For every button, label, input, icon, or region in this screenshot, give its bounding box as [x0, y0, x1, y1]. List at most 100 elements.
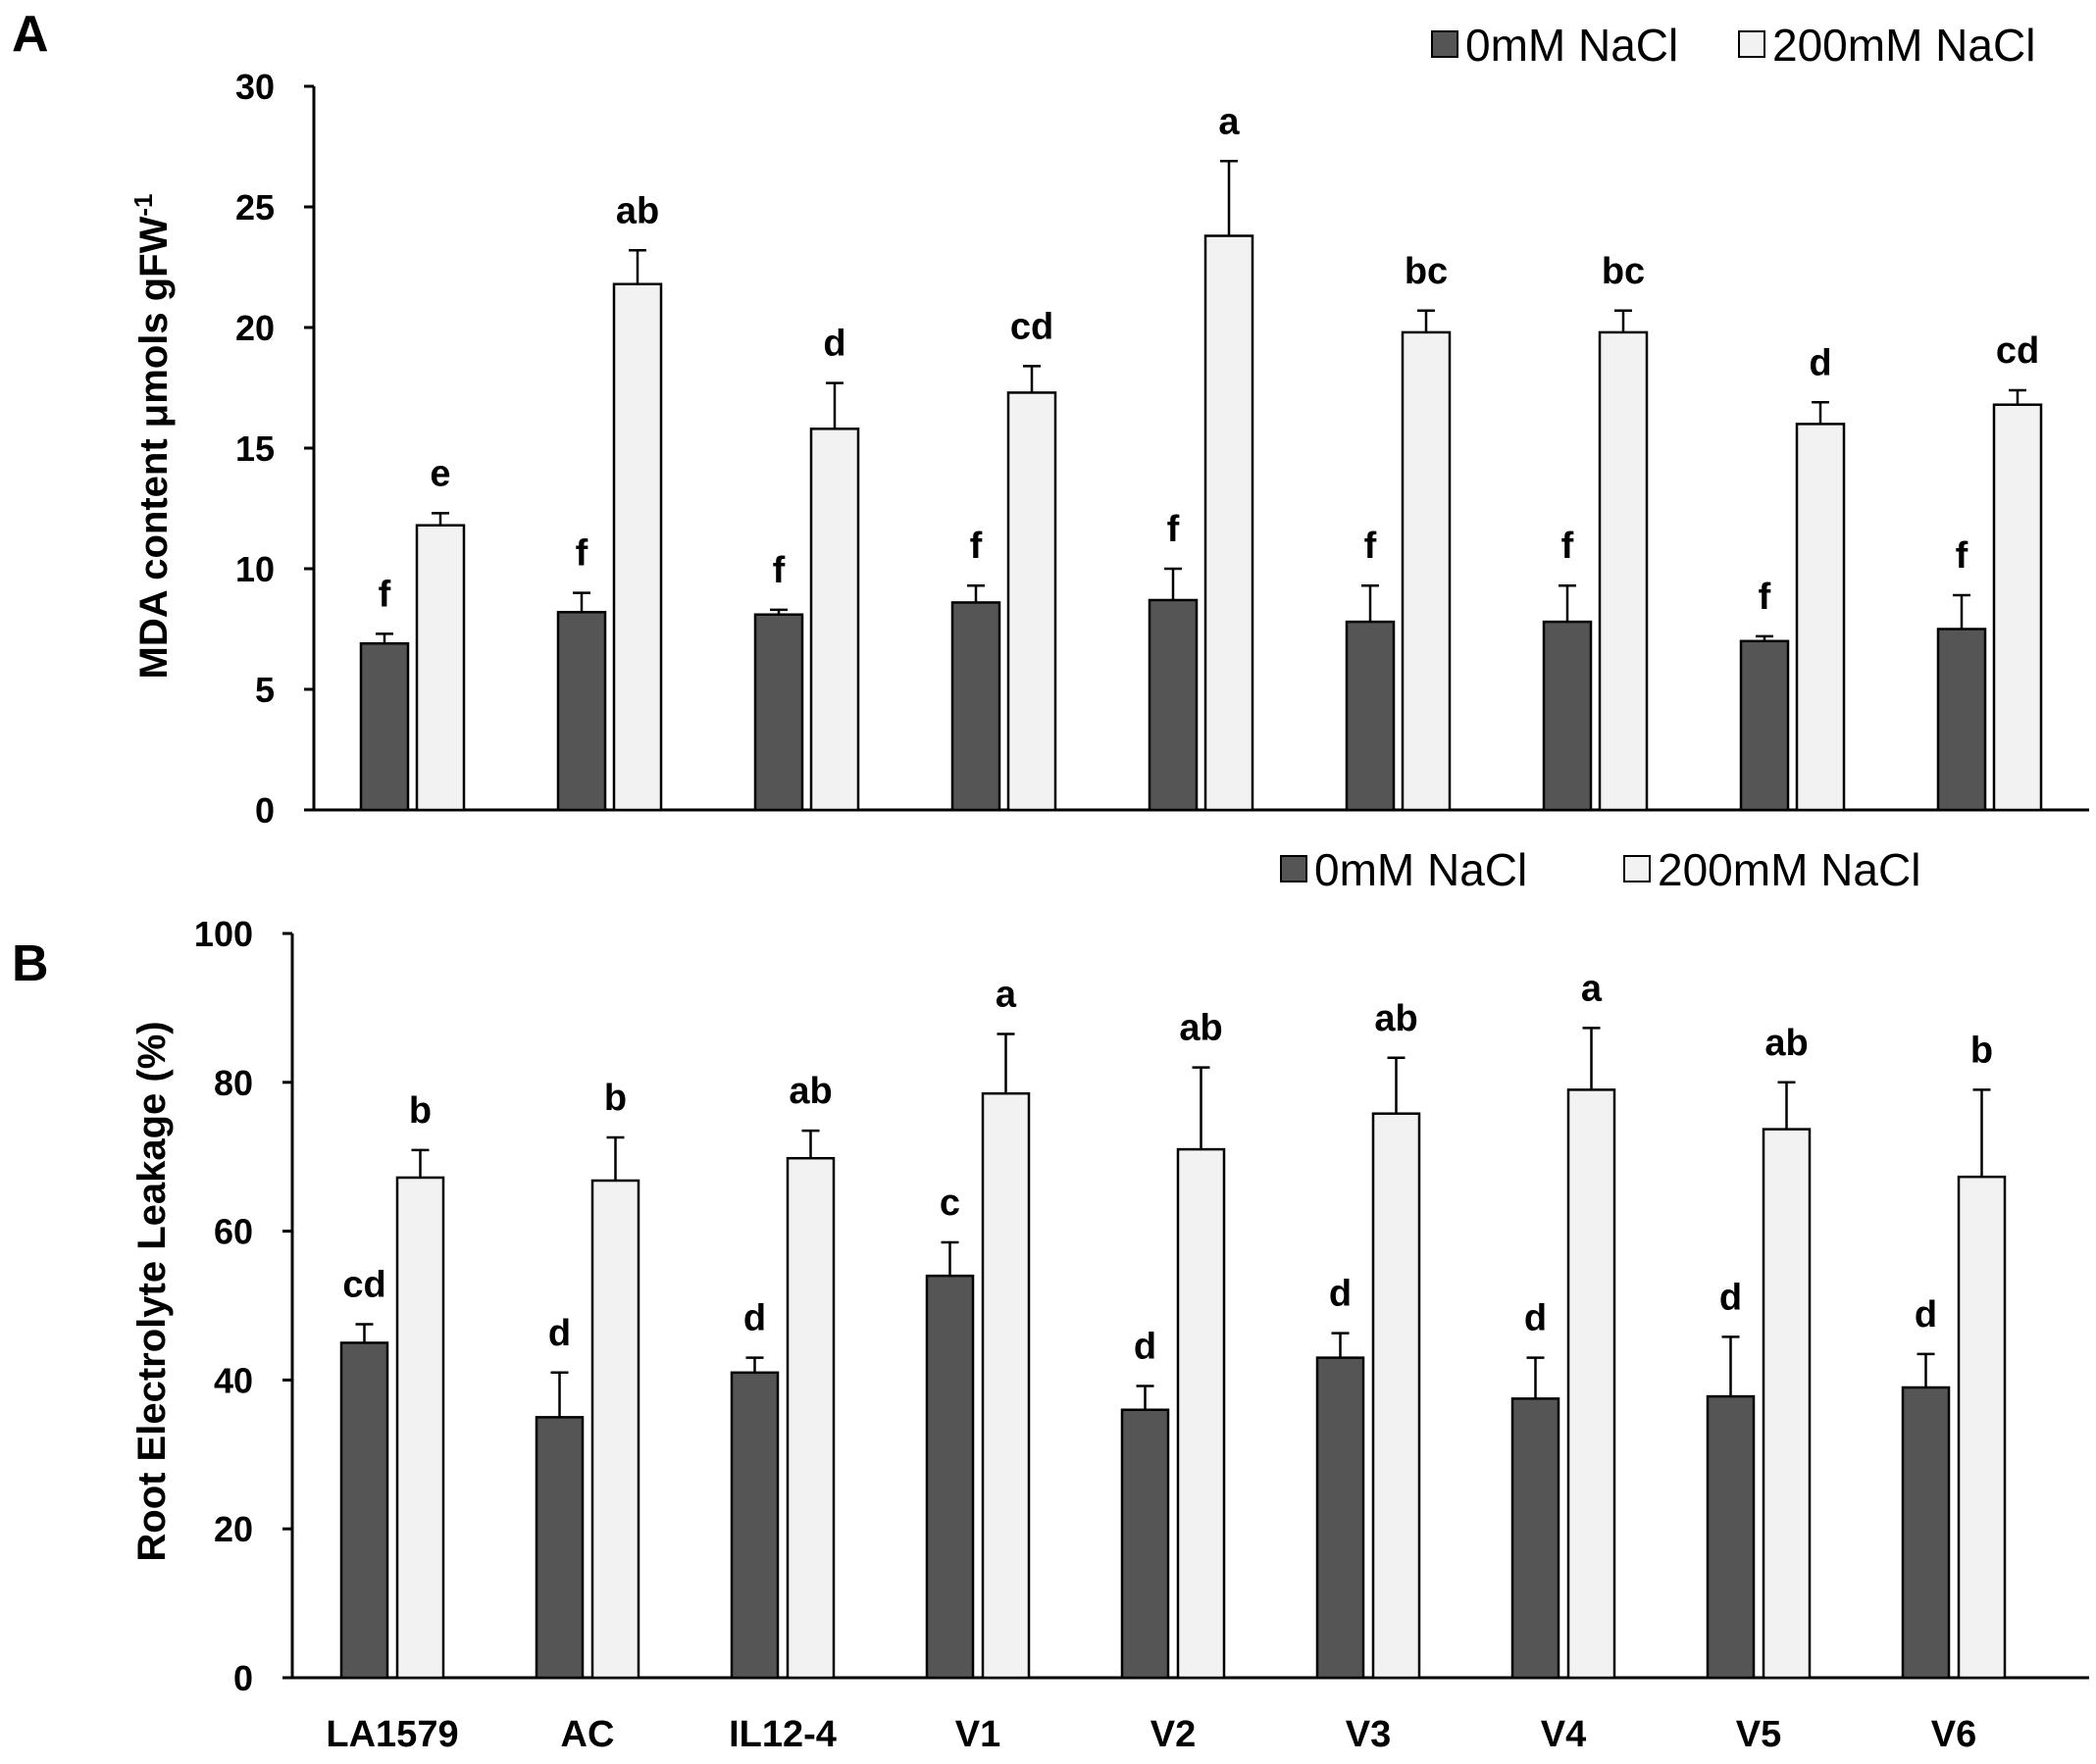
y-axis-label: Root Electrolyte Leakage (%) [130, 1021, 174, 1561]
y-tick-label: 15 [235, 428, 275, 469]
bar-salt [1566, 1088, 1616, 1680]
bar-control [1542, 620, 1593, 812]
bar-salt [1401, 330, 1452, 812]
bar-salt [1598, 330, 1649, 812]
bar-salt [981, 1091, 1031, 1680]
significance-letter: a [996, 974, 1017, 1015]
bar-salt [612, 282, 663, 812]
bar-salt [1957, 1175, 2007, 1680]
bar-control [339, 1341, 389, 1680]
bar-control [535, 1416, 585, 1680]
significance-letter: a [1218, 101, 1240, 142]
significance-letter: f [1759, 577, 1771, 618]
significance-letter: cd [1010, 306, 1053, 347]
significance-letter: c [940, 1183, 960, 1224]
bar-control [1120, 1408, 1170, 1680]
category-label: V1 [955, 1714, 1000, 1755]
panel-letter: B [12, 935, 49, 992]
bar-control [1901, 1386, 1951, 1680]
significance-letter: ab [1764, 1023, 1808, 1064]
bar-salt [1203, 234, 1254, 812]
significance-letter: bc [1602, 251, 1645, 292]
category-label: LA1579 [326, 1714, 458, 1755]
bar-control [730, 1371, 780, 1680]
bar-salt [1371, 1112, 1421, 1680]
legend-label: 200mM NaCl [1658, 844, 1920, 895]
significance-letter: d [1915, 1294, 1937, 1336]
y-axis-label-superscript: -1 [128, 194, 158, 217]
bar-control [1345, 620, 1396, 812]
y-tick-label: 80 [214, 1063, 253, 1103]
bar-control [925, 1274, 975, 1680]
y-tick-label: 10 [235, 549, 275, 589]
y-tick-label: 60 [214, 1212, 253, 1252]
significance-letter: ab [616, 190, 659, 231]
significance-letter: ab [1374, 998, 1417, 1039]
y-tick-label: 20 [235, 308, 275, 348]
significance-letter: d [1719, 1277, 1742, 1318]
y-tick-label: 20 [214, 1509, 253, 1549]
legend-swatch [1431, 30, 1458, 58]
y-tick-label: 100 [194, 914, 253, 954]
y-tick-label: 25 [235, 187, 275, 227]
significance-letter: d [548, 1313, 571, 1354]
y-tick-label: 40 [214, 1360, 253, 1400]
significance-letter: ab [789, 1071, 832, 1112]
significance-letter: d [1809, 342, 1831, 383]
category-label: V5 [1736, 1714, 1781, 1755]
legend-swatch [1738, 30, 1765, 58]
significance-letter: f [773, 550, 786, 591]
category-label: IL12-4 [729, 1714, 837, 1755]
bar-control [359, 642, 410, 812]
significance-letter: d [743, 1298, 766, 1339]
significance-letter: f [1956, 535, 1968, 577]
bar-salt [395, 1176, 445, 1680]
category-label: AC [561, 1714, 615, 1755]
significance-letter: f [379, 574, 391, 615]
bar-control [950, 601, 1001, 812]
legend-label: 0mM NaCl [1314, 844, 1527, 895]
category-label: V6 [1931, 1714, 1976, 1755]
significance-letter: ab [1179, 1008, 1222, 1049]
significance-letter: e [430, 453, 450, 494]
significance-letter: f [1364, 526, 1377, 567]
significance-letter: b [604, 1078, 627, 1119]
legend-swatch [1623, 855, 1651, 882]
legend-label: 200mM NaCl [1772, 20, 2035, 71]
category-label: V2 [1150, 1714, 1196, 1755]
category-label: V4 [1541, 1714, 1586, 1755]
significance-letter: d [1329, 1274, 1352, 1315]
bar-salt [590, 1179, 640, 1680]
bar-salt [1176, 1147, 1226, 1680]
significance-letter: b [409, 1090, 432, 1132]
significance-letter: d [823, 324, 845, 365]
bar-salt [1006, 391, 1057, 812]
bar-control [1739, 639, 1790, 812]
significance-letter: f [576, 533, 588, 575]
bar-salt [1762, 1128, 1812, 1680]
significance-letter: f [1167, 509, 1180, 550]
bar-control [1510, 1397, 1560, 1680]
bar-salt [786, 1156, 836, 1680]
panel-b: B 0 20 40 60 80 100 Root Electrolyte Leakage (%… [12, 844, 2089, 1755]
significance-letter: f [970, 526, 983, 567]
significance-letter: bc [1405, 251, 1448, 292]
legend-label: 0mM NaCl [1465, 20, 1678, 71]
bar-salt [1992, 403, 2043, 812]
significance-letter: d [1524, 1298, 1547, 1339]
bar-salt [1795, 423, 1846, 812]
significance-letter: f [1561, 526, 1574, 567]
significance-letter: d [1134, 1326, 1156, 1367]
panel-letter: A [12, 6, 49, 63]
bar-control [1148, 598, 1199, 812]
bar-control [1706, 1394, 1756, 1680]
bar-control [753, 613, 804, 812]
bar-salt [809, 428, 860, 812]
bar-control [1315, 1356, 1365, 1680]
significance-letter: cd [1996, 330, 2039, 372]
y-tick-label: 30 [235, 67, 275, 107]
significance-letter: cd [342, 1264, 385, 1305]
legend-swatch [1280, 855, 1307, 882]
y-tick-label: 5 [255, 670, 275, 710]
bar-control [1936, 628, 1987, 812]
